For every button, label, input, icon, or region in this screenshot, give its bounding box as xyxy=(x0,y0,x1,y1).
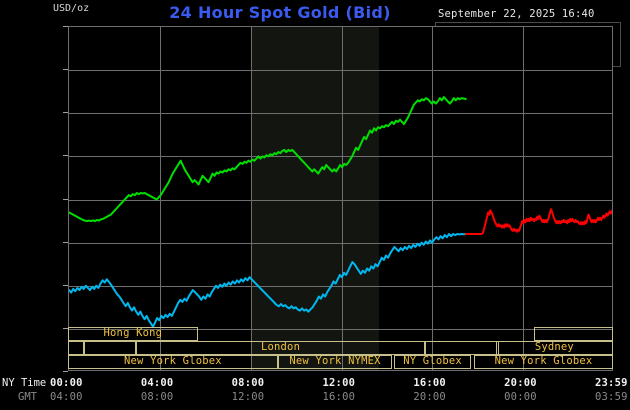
session-segment xyxy=(277,355,393,369)
x-axis-tick-label-gmt: 00:00 xyxy=(504,391,537,403)
gridline-vertical xyxy=(160,27,161,370)
series-line xyxy=(69,96,467,223)
y-axis-tick-mark xyxy=(63,328,68,329)
x-axis-tick-label-ny: 16:00 xyxy=(413,377,446,389)
y-axis-tick-mark xyxy=(63,26,68,27)
y-axis-unit-label: USD/oz xyxy=(53,3,90,14)
quote-timestamp: September 22, 2025 16:40 xyxy=(438,8,595,20)
y-axis-tick-mark xyxy=(63,199,68,200)
x-axis-tick-label-ny: 20:00 xyxy=(504,377,537,389)
gridline-horizontal xyxy=(69,200,612,201)
x-axis-tick-label-gmt: 12:00 xyxy=(231,391,265,403)
session-segment xyxy=(68,355,278,369)
y-axis-tick-mark xyxy=(63,371,68,372)
gridline-vertical xyxy=(251,27,252,370)
gridline-horizontal xyxy=(69,243,612,244)
gridline-vertical xyxy=(342,27,343,370)
plot-inner xyxy=(69,27,612,370)
x-axis-tick-label-ny: 08:00 xyxy=(231,377,265,389)
y-axis-tick-mark xyxy=(63,155,68,156)
session-label: London xyxy=(260,341,301,353)
x-axis-tick-label-gmt: 20:00 xyxy=(413,391,446,403)
x-axis-tick-label-ny: 12:00 xyxy=(322,377,356,389)
session-segment xyxy=(495,341,613,355)
x-axis-caption-ny: NY Time xyxy=(2,377,47,389)
gridline-vertical xyxy=(523,27,524,370)
x-axis-tick-label-gmt: 16:00 xyxy=(322,391,356,403)
y-axis-tick-mark xyxy=(63,69,68,70)
session-segment xyxy=(393,355,472,369)
y-axis-tick-mark xyxy=(63,112,68,113)
session-segment xyxy=(533,327,613,341)
session-segment xyxy=(68,327,198,341)
gridline-horizontal xyxy=(69,286,612,287)
x-axis-tick-label-ny: 23:59 xyxy=(595,377,628,389)
session-segment xyxy=(136,341,425,355)
gridline-horizontal xyxy=(69,329,612,330)
y-axis-tick-mark xyxy=(63,285,68,286)
session-row: Hong Kong xyxy=(68,327,613,341)
page-title: 24 Hour Spot Gold (Bid) xyxy=(0,3,630,22)
session-label: Sydney xyxy=(534,341,574,353)
session-row: London Sydney xyxy=(68,341,613,355)
plot-area xyxy=(68,26,613,371)
chart-title-text: 24 Hour Spot Gold (Bid) xyxy=(169,3,391,22)
x-axis-tick-label-gmt: 04:00 xyxy=(50,391,83,403)
x-axis-caption-gmt: GMT xyxy=(18,391,37,403)
x-axis-tick-label-ny: 04:00 xyxy=(140,377,174,389)
session-segment xyxy=(474,355,613,369)
x-axis-tick-label-gmt: 03:59 xyxy=(595,391,628,403)
x-axis-tick-label-gmt: 08:00 xyxy=(140,391,174,403)
gridline-horizontal xyxy=(69,113,612,114)
session-label: New York Globex xyxy=(123,355,222,367)
gridline-horizontal xyxy=(69,156,612,157)
session-label: NY Globex xyxy=(403,355,462,367)
series-line xyxy=(464,208,612,235)
gridline-horizontal xyxy=(69,70,612,71)
series-svg xyxy=(69,96,612,328)
session-label: New York Globex xyxy=(494,355,593,367)
session-row: New York Globex New York NYMEX NY Globex Ne… xyxy=(68,355,613,369)
shaded-session-band xyxy=(251,27,379,370)
series-line xyxy=(69,233,467,328)
session-segment xyxy=(84,341,137,355)
x-axis-tick-label-ny: 00:00 xyxy=(50,377,83,389)
session-segment xyxy=(68,341,85,355)
gridline-vertical xyxy=(432,27,433,370)
session-label: Hong Kong xyxy=(103,327,163,339)
session-segment xyxy=(424,341,499,355)
y-axis-tick-mark xyxy=(63,242,68,243)
session-label: New York NYMEX xyxy=(289,355,381,367)
